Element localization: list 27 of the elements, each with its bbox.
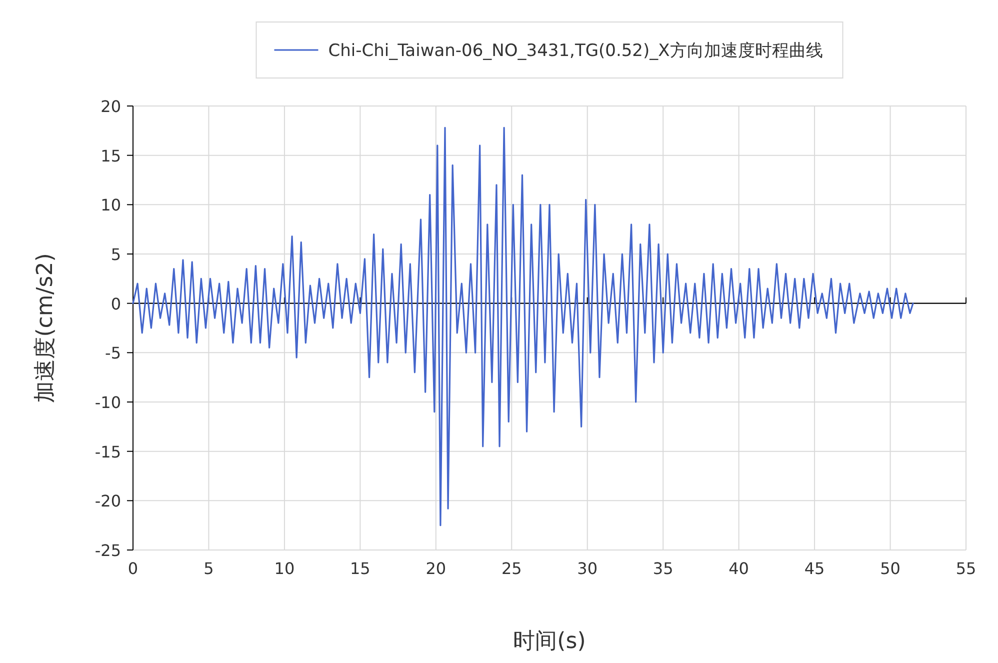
legend: Chi-Chi_Taiwan-06_NO_3431,TG(0.52)_X方向加速度时程曲线	[256, 22, 844, 78]
x-tick-label: 30	[577, 559, 598, 578]
y-tick-label: 5	[110, 245, 121, 264]
legend-label: Chi-Chi_Taiwan-06_NO_3431,TG(0.52)_X方向加速度时程曲线	[328, 41, 823, 61]
y-tick-label: 10	[100, 196, 121, 215]
y-tick-label: 0	[110, 294, 121, 314]
x-tick-label: 5	[204, 559, 214, 578]
x-tick-label: 45	[804, 559, 825, 578]
x-tick-label: 40	[728, 559, 749, 578]
y-tick-label: 15	[100, 146, 121, 166]
y-tick-label: -15	[94, 442, 121, 462]
x-tick-label: 20	[426, 559, 446, 578]
x-tick-label: 50	[880, 559, 900, 578]
x-tick-label: 35	[652, 559, 674, 578]
y-axis-title: 加速度(cm/s2)	[33, 253, 58, 403]
y-tick-label: -5	[105, 344, 121, 363]
line-series	[132, 126, 914, 526]
x-tick-label: 10	[274, 559, 295, 578]
x-tick-label: 0	[128, 559, 138, 578]
y-tick-label: -20	[94, 492, 121, 511]
y-tick-label: -25	[94, 541, 121, 560]
x-axis-title: 时间(s)	[513, 629, 586, 654]
y-tick-label: 20	[100, 97, 121, 116]
x-tick-label: 25	[501, 559, 522, 578]
x-tick-label: 15	[350, 559, 370, 578]
x-tick-label: 55	[956, 559, 976, 578]
y-tick-label: -10	[94, 393, 121, 412]
